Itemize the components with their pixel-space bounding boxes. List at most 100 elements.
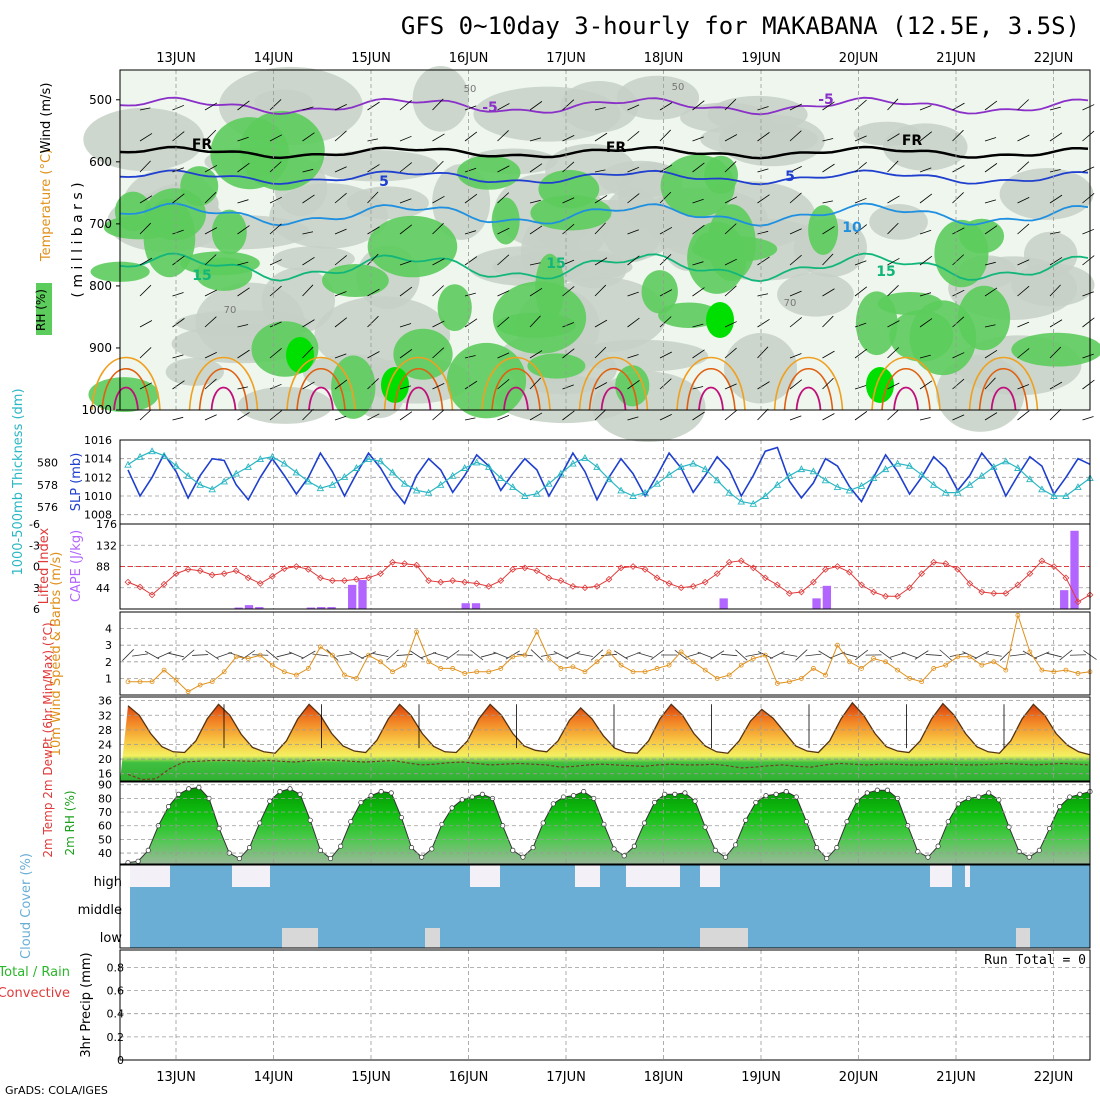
rh-point (945, 819, 951, 825)
wind-barb (1082, 130, 1095, 142)
wind-barb (984, 137, 997, 142)
surface-wind-barb (878, 649, 893, 661)
wind-barb (1049, 106, 1061, 111)
wind-barb (237, 199, 249, 204)
wind-barb (789, 103, 802, 111)
cape-bar (234, 607, 243, 609)
rh-point (378, 789, 384, 795)
wind-speed-point (606, 649, 612, 655)
rh-point (257, 820, 263, 826)
temperature-tick-label: 36 (98, 695, 112, 708)
wind-barb (497, 378, 510, 390)
thickness-point (725, 488, 734, 496)
wind-barb (334, 130, 347, 142)
wind-barb (692, 287, 705, 297)
wind-barb (204, 164, 218, 173)
wind-barb (399, 323, 412, 328)
wind-barb (302, 319, 315, 328)
wind-barb (822, 200, 833, 204)
isotherm-hottest (405, 386, 432, 411)
wind-barb (464, 417, 476, 421)
rh-point (641, 820, 647, 826)
surface-wind-barb (901, 651, 918, 659)
surface-wind-barb (301, 650, 316, 660)
thickness-point (424, 488, 433, 496)
wind-axis-label: Wind (m/s) (39, 83, 54, 154)
isotherm-warm (383, 356, 454, 411)
wind-barb (302, 132, 315, 142)
wind-speed-point (522, 652, 528, 658)
date-label-top: 16JUN (449, 51, 489, 66)
wind-speed-point (197, 682, 203, 688)
wind-barb (1017, 259, 1030, 266)
wind-speed-point (678, 649, 684, 655)
wind-barb (497, 290, 510, 297)
rh-point (854, 798, 860, 804)
rh-point (803, 819, 810, 825)
thickness-tick-label: 576 (37, 501, 58, 514)
rh-contour-fill (855, 291, 898, 356)
lifted-index-point (521, 564, 529, 572)
thickness-point (533, 489, 541, 497)
surface-wind-barb (1034, 651, 1050, 659)
wind-barb (757, 346, 769, 359)
wind-barb (984, 377, 996, 390)
wind-speed-point (498, 666, 504, 671)
wind-barb (464, 318, 478, 328)
wind-barb (692, 386, 704, 390)
wind-barb (432, 98, 444, 111)
wind-barb (627, 166, 640, 173)
surface-wind-barb (445, 649, 460, 661)
lifted-index-tick-label: -6 (29, 518, 40, 531)
wind-barb (367, 253, 379, 266)
wind-barb (594, 319, 608, 328)
wind-barb (692, 261, 704, 266)
lifted-index-point (1050, 563, 1058, 570)
wind-barb (952, 254, 965, 266)
wind-barb (1049, 194, 1063, 204)
wind-speed-point (1051, 669, 1057, 675)
lifted-index-point (184, 565, 192, 573)
rh-contour-fill (211, 209, 247, 255)
wind-barb (1049, 381, 1063, 390)
isotherm-hottest (503, 386, 529, 411)
surface-wind-barb (553, 651, 569, 659)
wind-barb (204, 414, 217, 421)
wind-barb (432, 320, 445, 328)
wind-speed-point (221, 669, 227, 675)
rh-point (733, 842, 739, 848)
wind-barb (562, 322, 575, 328)
wind-barb (757, 132, 770, 142)
wind-speed-point (630, 669, 636, 675)
isotherm-hot (881, 368, 931, 411)
rh-point (338, 843, 344, 849)
lifted-index-tick-label: 6 (33, 603, 40, 616)
surface-wind-barb (795, 649, 808, 661)
thickness-point (905, 461, 914, 469)
cape-bar (317, 607, 326, 609)
lifted-index-point (256, 580, 264, 587)
thickness-point (1062, 492, 1070, 499)
wind-barb (724, 223, 737, 235)
rh-contour-fill (700, 122, 818, 157)
surface-wind-barb (1059, 649, 1073, 661)
wind-barb (887, 320, 900, 328)
wind-barb (757, 381, 770, 390)
lifted-index-point (882, 592, 889, 600)
rh-point (1057, 804, 1063, 810)
lifted-index-point (172, 570, 180, 577)
lifted-index-point (148, 591, 156, 599)
surface-wind-barb (841, 652, 858, 658)
surface-wind-barb (697, 651, 713, 659)
thickness-axis-label: 1000-500mb Thickness (dm) (11, 388, 26, 575)
date-label-bottom: 15JUN (351, 1070, 391, 1085)
cape-bar (327, 607, 336, 609)
wind-barb (334, 166, 347, 173)
thickness-point (990, 462, 998, 470)
rh-contour-fill (957, 285, 1011, 351)
wind-barb (757, 106, 769, 111)
surface-wind-barb (480, 652, 497, 658)
wind-barb (887, 257, 900, 266)
wind-speed-point (702, 667, 708, 673)
wind-barb (562, 135, 575, 142)
